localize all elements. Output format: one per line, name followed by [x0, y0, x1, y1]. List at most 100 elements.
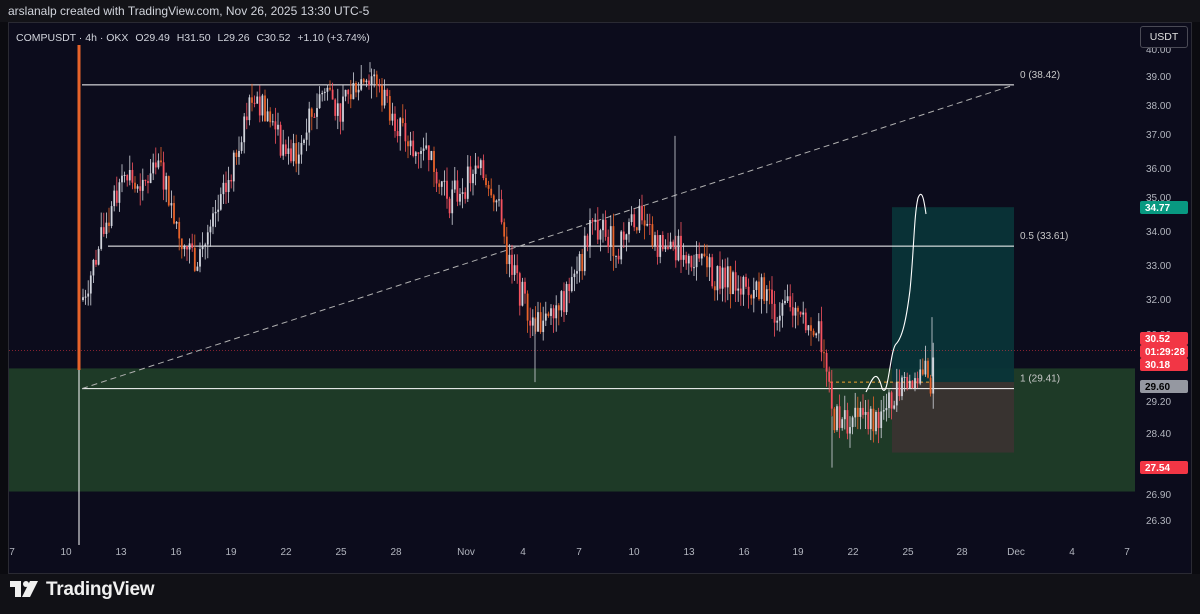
candle — [729, 265, 732, 309]
candle-body — [503, 222, 506, 237]
candle — [92, 258, 95, 283]
candle — [589, 208, 591, 258]
candle — [131, 162, 134, 190]
candle — [147, 175, 149, 194]
candle-body — [893, 405, 896, 409]
candle — [859, 401, 862, 430]
candle — [901, 375, 903, 401]
candle — [87, 280, 90, 306]
symbol-name[interactable]: COMPUSDT · 4h · OKX — [16, 32, 129, 44]
candle-body — [95, 260, 97, 265]
candle — [812, 328, 815, 338]
candle-body — [438, 183, 441, 187]
candle-body — [222, 182, 225, 195]
candle — [547, 311, 550, 318]
candle — [95, 249, 97, 268]
candle-body — [279, 124, 282, 156]
candle — [932, 342, 935, 409]
candle-body — [258, 96, 261, 116]
candle-body — [557, 305, 560, 311]
candle — [342, 85, 344, 131]
price-axis-label: 32.00 — [1146, 295, 1171, 306]
candle — [251, 83, 253, 112]
candle — [820, 306, 823, 362]
candle-body — [453, 180, 456, 190]
candle-body — [927, 360, 929, 378]
candle — [895, 368, 898, 412]
candle-body — [841, 419, 844, 428]
candle-body — [232, 152, 235, 182]
close-value: C30.52 — [256, 32, 291, 44]
candle — [230, 174, 233, 189]
candle-body — [469, 166, 472, 184]
change-value: +1.10 (+3.74%) — [297, 32, 370, 44]
candle-body — [427, 145, 430, 161]
candle-body — [700, 253, 703, 259]
candle-body — [271, 121, 274, 123]
candle-body — [193, 247, 196, 271]
candle-body — [620, 231, 623, 260]
time-axis-label: 13 — [683, 547, 695, 558]
candle-body — [227, 180, 230, 193]
candle — [193, 234, 196, 273]
candle-body — [147, 180, 149, 184]
candle-body — [225, 182, 227, 193]
candle-body — [674, 246, 677, 261]
candle — [245, 102, 248, 130]
price-chart[interactable]: 0 (38.42) 0.5 (33.61) 1 (29.41) 26.30 26.90… — [0, 0, 1200, 574]
candle — [752, 277, 755, 313]
candle-body — [654, 235, 656, 246]
candle — [269, 107, 272, 128]
candle-body — [758, 281, 760, 300]
candle-body — [435, 171, 438, 184]
candle — [906, 372, 909, 391]
candle-body — [932, 357, 935, 394]
currency-button[interactable]: USDT — [1140, 26, 1188, 48]
candle — [277, 112, 279, 136]
time-axis-label: 22 — [280, 547, 292, 558]
projection-curve — [865, 193, 927, 393]
candle — [828, 366, 831, 393]
start-candle — [77, 45, 81, 370]
price-tag: 01:29:28 — [1140, 345, 1188, 358]
candle-body — [495, 200, 498, 203]
price-tags: 34.77 30.52 01:29:28 30.18 29.60 27.54 — [1140, 201, 1188, 474]
candle-body — [531, 317, 534, 326]
candle — [742, 275, 745, 306]
symbol-legend: COMPUSDT · 4h · OKX O29.49 H31.50 L29.26… — [16, 32, 374, 44]
candle-body — [217, 209, 220, 212]
candle-body — [300, 142, 303, 155]
candle-body — [175, 221, 178, 224]
candle — [786, 284, 789, 304]
candle — [797, 305, 799, 326]
candle — [305, 118, 308, 152]
candle — [365, 78, 368, 88]
candle-body — [602, 219, 604, 231]
candle-body — [498, 199, 500, 201]
candle-body — [490, 188, 493, 196]
candle — [144, 179, 147, 186]
price-axis-label: 40.00 — [1146, 45, 1171, 56]
candle-body — [347, 89, 350, 95]
price-axis-label: 29.20 — [1146, 397, 1171, 408]
candle — [570, 266, 573, 293]
candle-body — [677, 235, 680, 261]
candle-body — [664, 247, 667, 250]
candle-body — [505, 236, 508, 265]
candle-body — [209, 226, 212, 233]
tradingview-logo[interactable]: TradingView — [10, 579, 155, 601]
candle-body — [869, 408, 872, 430]
candle-body — [115, 190, 118, 203]
candle-body — [219, 194, 222, 210]
candle-body — [204, 244, 207, 246]
candle — [240, 136, 243, 154]
candle-body — [849, 427, 851, 434]
candle — [914, 372, 916, 392]
candle-body — [752, 289, 755, 299]
candle-body — [329, 87, 331, 90]
candle — [661, 231, 664, 252]
candle-body — [581, 254, 584, 272]
candle — [485, 174, 487, 188]
candle-body — [183, 246, 186, 250]
candle-body — [856, 407, 859, 417]
